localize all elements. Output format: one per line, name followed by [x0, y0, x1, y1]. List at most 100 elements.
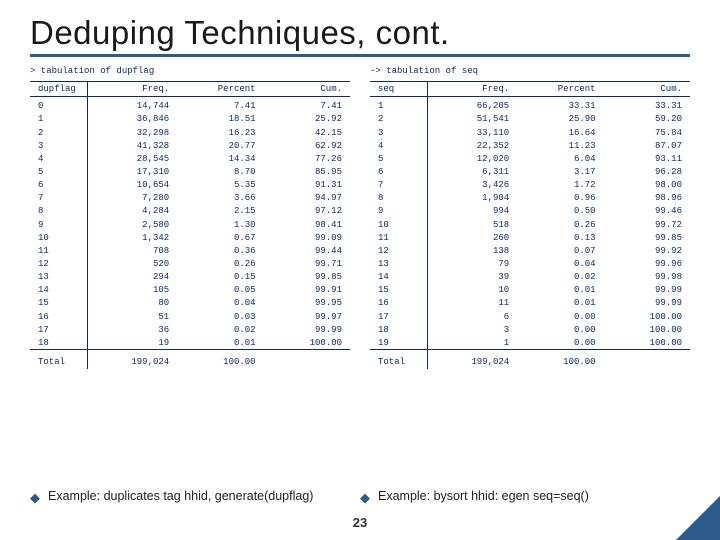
cell-key: 9 [370, 205, 428, 218]
cell-cum: 100.00 [604, 323, 690, 336]
cell-key: 18 [370, 323, 428, 336]
cell-cum: 25.92 [264, 113, 350, 126]
table-row: 13790.0499.96 [370, 257, 690, 270]
cell-key: 6 [370, 165, 428, 178]
cell-pct: 3.17 [517, 165, 603, 178]
left-example: ◆ Example: duplicates tag hhid, generate… [30, 489, 360, 504]
cell-freq: 6 [428, 310, 518, 323]
cell-cum: 98.41 [264, 218, 350, 231]
cell-pct: 0.50 [517, 205, 603, 218]
cell-pct: 16.23 [177, 126, 263, 139]
left-total-label: Total [30, 353, 88, 369]
cell-pct: 5.35 [177, 179, 263, 192]
table-row: 333,11016.6475.84 [370, 126, 690, 139]
cell-cum: 42.15 [264, 126, 350, 139]
cell-pct: 33.31 [517, 100, 603, 113]
cell-cum: 99.09 [264, 231, 350, 244]
table-row: 512,0206.0493.11 [370, 152, 690, 165]
cell-cum: 99.99 [604, 297, 690, 310]
cell-freq: 994 [428, 205, 518, 218]
cell-cum: 99.72 [604, 218, 690, 231]
cell-pct: 0.07 [517, 244, 603, 257]
cell-key: 13 [30, 271, 88, 284]
cell-key: 4 [30, 152, 88, 165]
cell-cum: 100.00 [604, 310, 690, 323]
cell-cum: 97.12 [264, 205, 350, 218]
cell-cum: 93.11 [604, 152, 690, 165]
cell-pct: 0.26 [177, 257, 263, 270]
left-varname: dupflag [30, 82, 88, 97]
table-row: 117080.3699.44 [30, 244, 350, 257]
table-row: 121380.0799.92 [370, 244, 690, 257]
cell-key: 11 [30, 244, 88, 257]
cell-key: 16 [30, 310, 88, 323]
cell-cum: 99.85 [264, 271, 350, 284]
table-row: 92,5801.3098.41 [30, 218, 350, 231]
cell-freq: 1,342 [88, 231, 178, 244]
cell-key: 15 [370, 284, 428, 297]
cell-cum: 85.95 [264, 165, 350, 178]
cell-key: 0 [30, 100, 88, 113]
cell-freq: 36 [88, 323, 178, 336]
cell-freq: 1,904 [428, 192, 518, 205]
cell-freq: 294 [88, 271, 178, 284]
cell-pct: 0.01 [517, 297, 603, 310]
left-table: dupflag Freq. Percent Cum. 014,7447.417.… [30, 81, 350, 368]
cell-key: 5 [30, 165, 88, 178]
right-example-text: Example: bysort hhid: egen seq=seq() [378, 489, 589, 503]
cell-pct: 0.01 [177, 336, 263, 350]
right-varname: seq [370, 82, 428, 97]
left-total-freq: 199,024 [88, 353, 178, 369]
cell-freq: 22,352 [428, 139, 518, 152]
table-row: 66,3113.1796.28 [370, 165, 690, 178]
right-table-block: -> tabulation of seq seq Freq. Percent C… [370, 65, 690, 369]
cell-key: 2 [370, 113, 428, 126]
left-h-freq: Freq. [88, 82, 178, 97]
left-example-text: Example: duplicates tag hhid, generate(d… [48, 489, 313, 503]
cell-pct: 7.41 [177, 100, 263, 113]
cell-cum: 99.97 [264, 310, 350, 323]
table-row: 14390.0299.98 [370, 271, 690, 284]
cell-pct: 18.51 [177, 113, 263, 126]
cell-pct: 0.05 [177, 284, 263, 297]
cell-pct: 1.72 [517, 179, 603, 192]
left-h-cum: Cum. [264, 82, 350, 97]
cell-pct: 14.34 [177, 152, 263, 165]
left-caption: > tabulation of dupflag [30, 65, 350, 77]
cell-freq: 1 [428, 336, 518, 350]
cell-freq: 260 [428, 231, 518, 244]
table-row: 1910.00100.00 [370, 336, 690, 350]
cell-key: 4 [370, 139, 428, 152]
table-row: 141050.0599.91 [30, 284, 350, 297]
cell-key: 9 [30, 218, 88, 231]
table-row: 132940.1599.85 [30, 271, 350, 284]
cell-key: 14 [370, 271, 428, 284]
cell-pct: 0.04 [517, 257, 603, 270]
table-row: 18190.01100.00 [30, 336, 350, 350]
cell-pct: 0.01 [517, 284, 603, 297]
cell-key: 12 [370, 244, 428, 257]
cell-key: 18 [30, 336, 88, 350]
cell-key: 14 [30, 284, 88, 297]
cell-freq: 36,846 [88, 113, 178, 126]
cell-freq: 41,328 [88, 139, 178, 152]
cell-cum: 99.96 [604, 257, 690, 270]
bullet-icon: ◆ [30, 491, 40, 504]
table-row: 16110.0199.99 [370, 297, 690, 310]
cell-key: 3 [370, 126, 428, 139]
corner-accent [676, 496, 720, 540]
left-h-percent: Percent [177, 82, 263, 97]
cell-freq: 11 [428, 297, 518, 310]
cell-freq: 6,311 [428, 165, 518, 178]
cell-pct: 16.64 [517, 126, 603, 139]
cell-key: 1 [30, 113, 88, 126]
tables-container: > tabulation of dupflag dupflag Freq. Pe… [30, 65, 690, 369]
left-total-pct: 100.00 [177, 353, 263, 369]
cell-key: 17 [370, 310, 428, 323]
cell-key: 19 [370, 336, 428, 350]
cell-cum: 33.31 [604, 100, 690, 113]
cell-cum: 91.31 [264, 179, 350, 192]
cell-freq: 518 [428, 218, 518, 231]
table-row: 610,6545.3591.31 [30, 179, 350, 192]
slide-title: Deduping Techniques, cont. [30, 14, 690, 57]
